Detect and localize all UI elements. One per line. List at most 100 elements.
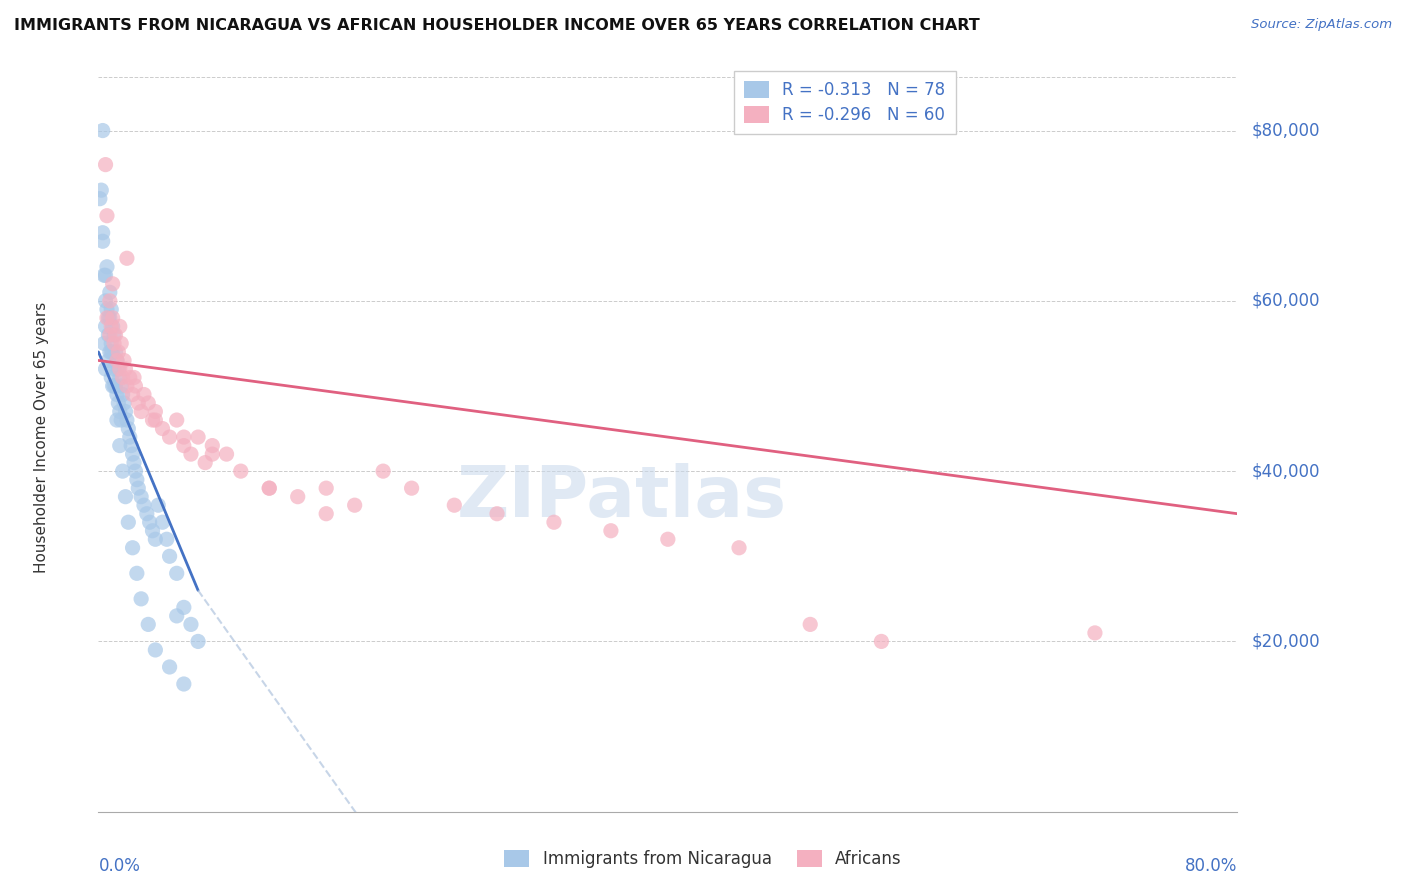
Point [103,362,125,376]
Point [101,277,124,291]
Point [112,353,135,368]
Point [173,439,195,453]
Point [100,336,122,351]
Point [97,310,120,325]
Point [111,370,134,384]
Point [600,524,623,538]
Point [108,319,131,334]
Point [110,336,132,351]
Point [103,379,125,393]
Point [259,481,281,495]
Point [118,430,141,444]
Point [117,515,139,529]
Point [115,413,138,427]
Point [100,302,122,317]
Legend: R = -0.313   N = 78, R = -0.296   N = 60: R = -0.313 N = 78, R = -0.296 N = 60 [734,70,956,134]
Point [180,617,202,632]
Point [125,473,148,487]
Text: $40,000: $40,000 [1251,462,1320,480]
Text: $60,000: $60,000 [1251,292,1320,310]
Point [103,327,125,342]
Point [159,549,181,564]
Point [125,566,148,581]
Point [94,293,117,308]
Point [187,634,209,648]
Point [108,362,131,376]
Point [443,498,465,512]
Point [343,498,366,512]
Point [121,447,143,461]
Point [870,634,893,648]
Point [129,404,152,418]
Text: IMMIGRANTS FROM NICARAGUA VS AFRICAN HOUSEHOLDER INCOME OVER 65 YEARS CORRELATIO: IMMIGRANTS FROM NICARAGUA VS AFRICAN HOU… [14,18,980,33]
Point [120,439,142,453]
Point [100,345,122,359]
Point [91,226,114,240]
Point [215,447,238,461]
Point [148,498,170,512]
Point [121,541,143,555]
Point [115,379,138,393]
Point [94,362,117,376]
Point [141,413,163,427]
Point [138,515,160,529]
Point [97,353,120,368]
Point [287,490,309,504]
Point [159,660,181,674]
Point [136,396,159,410]
Point [145,413,167,427]
Point [259,481,281,495]
Point [173,600,195,615]
Text: $20,000: $20,000 [1251,632,1320,650]
Point [145,533,167,547]
Point [156,533,179,547]
Point [105,353,128,368]
Point [118,370,141,384]
Point [135,507,157,521]
Point [108,439,131,453]
Point [486,507,509,521]
Point [107,345,129,359]
Point [543,515,565,529]
Point [108,404,131,418]
Point [107,396,129,410]
Point [111,464,134,478]
Point [129,591,152,606]
Text: 0.0%: 0.0% [98,856,141,875]
Point [201,447,224,461]
Point [98,327,121,342]
Point [1084,626,1107,640]
Point [122,456,145,470]
Text: Source: ZipAtlas.com: Source: ZipAtlas.com [1251,18,1392,31]
Point [104,379,127,393]
Point [152,421,174,435]
Point [100,370,122,384]
Point [122,370,145,384]
Point [173,677,195,691]
Point [101,345,124,359]
Point [105,413,128,427]
Point [94,268,117,283]
Point [98,345,121,359]
Point [94,158,117,172]
Point [121,387,143,401]
Point [91,234,114,248]
Point [657,533,679,547]
Point [127,481,149,495]
Point [145,643,167,657]
Point [105,387,128,401]
Point [98,293,121,308]
Point [97,327,120,342]
Point [159,430,181,444]
Point [315,507,337,521]
Point [114,362,136,376]
Point [107,362,129,376]
Point [194,456,217,470]
Point [229,464,252,478]
Point [141,524,163,538]
Point [799,617,821,632]
Point [115,252,138,266]
Point [201,439,224,453]
Point [373,464,395,478]
Point [98,310,121,325]
